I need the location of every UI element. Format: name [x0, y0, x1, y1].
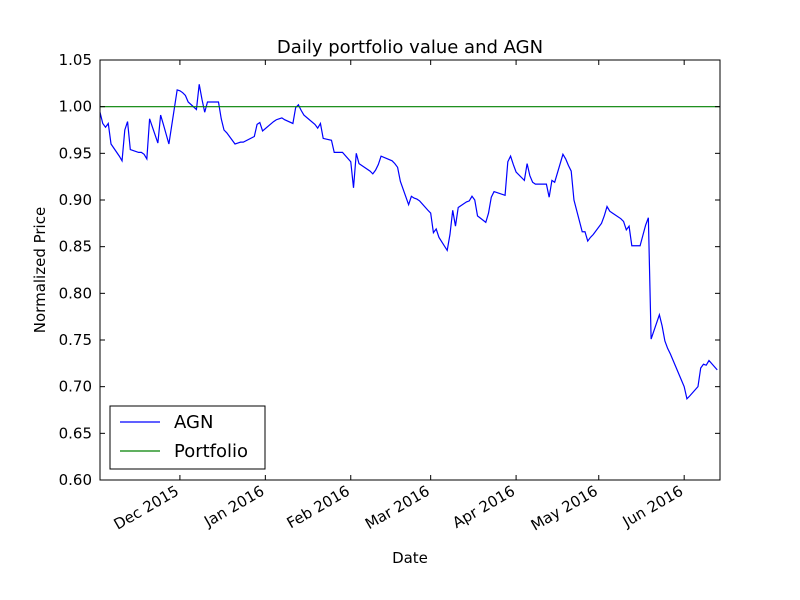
y-tick-label: 0.60 — [59, 471, 92, 489]
y-tick-label: 1.05 — [59, 51, 92, 69]
y-axis-label: Normalized Price — [31, 207, 49, 333]
y-tick-label: 0.80 — [59, 284, 92, 302]
legend: AGN Portfolio — [109, 405, 266, 470]
series-layer — [99, 84, 720, 401]
legend-box — [109, 405, 266, 470]
y-tick-labels: 0.60 0.65 0.70 0.75 0.80 0.85 0.90 0.95 1.00 1.05 — [59, 51, 92, 489]
y-tick-label: 0.90 — [59, 191, 92, 209]
legend-label-agn: AGN — [174, 412, 213, 433]
legend-label-portfolio: Portfolio — [174, 441, 248, 462]
x-axis-label: Date — [392, 549, 428, 567]
y-tick-label: 1.00 — [59, 98, 92, 116]
y-tick-label: 0.65 — [59, 424, 92, 442]
tick-layer — [100, 59, 720, 481]
plot-frame — [99, 59, 721, 481]
series-line-agn — [99, 84, 718, 401]
chart-title: Daily portfolio value and AGN — [277, 37, 543, 58]
y-tick-label: 0.75 — [59, 331, 92, 349]
y-tick-label: 0.85 — [59, 238, 92, 256]
y-tick-label: 0.95 — [59, 144, 92, 162]
y-tick-label: 0.70 — [59, 378, 92, 396]
